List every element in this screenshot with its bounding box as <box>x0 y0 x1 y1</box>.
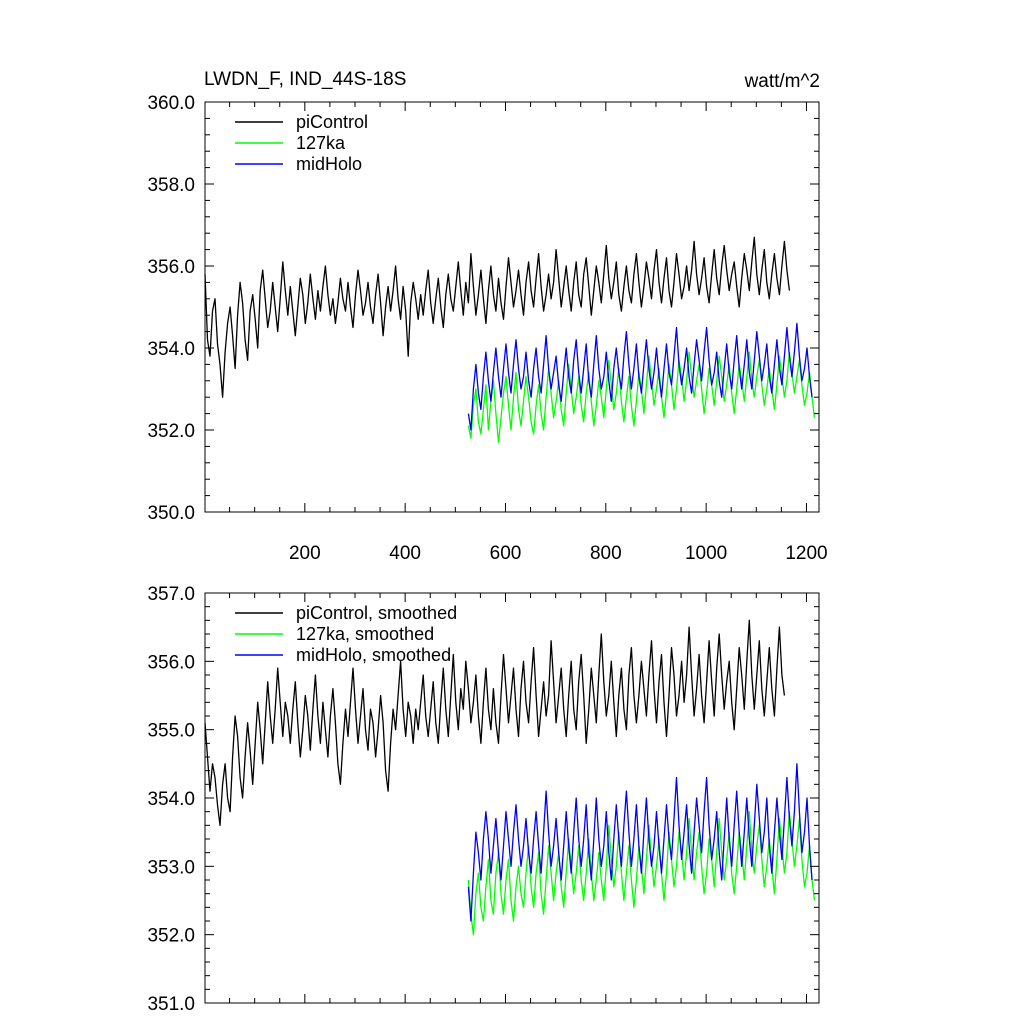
top-y-tick-label: 358.0 <box>147 175 195 196</box>
top-x-tick-label: 400 <box>389 543 421 564</box>
bottom-y-tick-label: 351.0 <box>147 994 195 1015</box>
bottom-y-tick-label: 355.0 <box>147 721 195 742</box>
top-x-tick-label: 1200 <box>785 543 827 564</box>
bottom-legend-label: piControl, smoothed <box>296 603 457 623</box>
top-x-tick-label: 200 <box>289 543 321 564</box>
top-y-tick-label: 356.0 <box>147 257 195 278</box>
bottom-y-tick-label: 357.0 <box>147 584 195 605</box>
top-x-tick-label: 800 <box>590 543 622 564</box>
top-chart-units: watt/m^2 <box>744 71 820 92</box>
top-legend-label: piControl <box>296 112 368 132</box>
top-y-tick-label: 350.0 <box>147 503 195 524</box>
top-y-tick-label: 360.0 <box>147 93 195 114</box>
top-chart-title: LWDN_F, IND_44S-18S <box>204 69 406 90</box>
bottom-y-tick-label: 354.0 <box>147 789 195 810</box>
top-series-line-midholo <box>467 322 813 431</box>
bottom-y-tick-label: 352.0 <box>147 926 195 947</box>
bottom-series-line-picontrol-smoothed <box>204 619 786 826</box>
top-series-line-picontrol <box>204 236 791 398</box>
bottom-y-tick-label: 356.0 <box>147 652 195 673</box>
bottom-legend-label: midHolo, smoothed <box>296 645 451 665</box>
top-legend-label: 127ka <box>296 133 346 153</box>
top-x-tick-label: 1000 <box>685 543 727 564</box>
top-y-tick-label: 354.0 <box>147 339 195 360</box>
top-plot-frame <box>204 101 820 513</box>
bottom-series-line-midholo-smoothed <box>467 763 813 922</box>
bottom-y-tick-label: 353.0 <box>147 857 195 878</box>
top-y-tick-label: 352.0 <box>147 421 195 442</box>
top-legend-label: midHolo <box>296 154 362 174</box>
top-x-tick-label: 600 <box>490 543 522 564</box>
bottom-chart-panel: 351.0 352.0 353.0 354.0 355.0 356.0 357.0 piCon… <box>147 584 820 1015</box>
bottom-legend-label: 127ka, smoothed <box>296 624 434 644</box>
top-chart-panel: 350.0 352.0 354.0 356.0 358.0 360.0 200 400 600 8… <box>147 93 827 564</box>
